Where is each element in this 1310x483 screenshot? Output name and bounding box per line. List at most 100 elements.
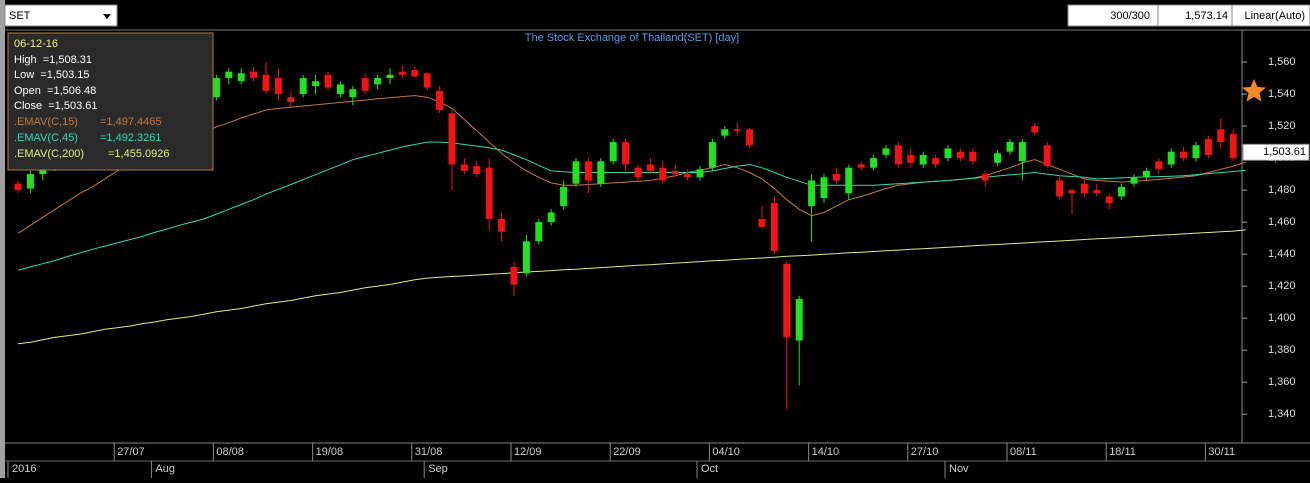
candle-body: [994, 153, 1002, 163]
legend-name: .EMAV(C,45): [14, 132, 78, 144]
month-label: Nov: [949, 463, 969, 475]
candle-body: [1018, 142, 1026, 162]
x-tick-label: 19/08: [316, 446, 344, 458]
x-tick-label: 30/11: [1208, 446, 1235, 458]
candle-body: [733, 129, 741, 131]
candle-body: [39, 167, 47, 175]
candle-body: [1217, 129, 1225, 143]
candle-body: [1155, 161, 1163, 170]
candle-body: [597, 161, 605, 184]
x-tick-label: 22/09: [613, 446, 641, 458]
count: 300/300: [1110, 10, 1150, 22]
candle-body: [746, 129, 754, 146]
month-label: Sep: [428, 463, 448, 475]
y-tick-label: 1,380: [1268, 344, 1296, 356]
info-high: High =1,508.31: [14, 54, 92, 66]
candle-body: [1056, 180, 1064, 197]
candle-body: [684, 174, 692, 178]
ema-line: [17, 95, 1246, 234]
candle-body: [312, 81, 320, 87]
candle-body: [894, 145, 902, 165]
y-tick-label: 1,340: [1268, 408, 1296, 420]
candle-body: [932, 158, 940, 165]
candle-body: [795, 298, 803, 341]
candle-body: [1068, 190, 1076, 194]
dropdown-arrow[interactable]: [103, 14, 111, 19]
candle-body: [944, 148, 952, 159]
y-tick-label: 1,360: [1268, 376, 1296, 388]
candle-body: [324, 74, 332, 88]
candle-body: [919, 154, 927, 165]
candle-body: [237, 73, 245, 82]
info-background: [7, 32, 214, 171]
ema-line: [17, 229, 1246, 345]
symbol-box[interactable]: [4, 4, 118, 27]
info-close: Close =1,503.61: [14, 100, 97, 112]
month-label: Oct: [701, 463, 718, 475]
y-tick-label: 1,400: [1268, 312, 1296, 324]
candle-body: [832, 174, 840, 181]
left-edge: [0, 0, 5, 478]
candle-body: [448, 113, 456, 165]
candle-body: [349, 89, 357, 98]
y-tick-label: 1,560: [1268, 56, 1296, 68]
legend-name: .EMAV(C,15): [14, 116, 78, 128]
legend-name: .EMAV(C,200): [14, 148, 84, 160]
candle-body: [212, 78, 220, 98]
candle-body: [1180, 151, 1188, 159]
candle-body: [1118, 186, 1126, 197]
candle-body: [547, 212, 555, 223]
info-box: 06-12-16 High =1,508.31 Low =1,503.15 Op…: [7, 32, 214, 171]
candle-body: [1167, 151, 1175, 165]
candle-body: [870, 158, 878, 168]
candle-body: [1031, 126, 1039, 133]
candle-body: [560, 186, 568, 207]
x-tick-label: 04/10: [712, 446, 740, 458]
candle-body: [411, 70, 419, 77]
scale-mode: Linear(Auto): [1244, 10, 1305, 22]
candle-body: [1192, 145, 1200, 159]
chart-title: The Stock Exchange of Thailand(SET) [day…: [525, 32, 739, 44]
candle-body: [510, 266, 518, 285]
y-tick-label: 1,440: [1268, 248, 1296, 260]
candle-body: [671, 170, 679, 175]
x-tick-label: 12/09: [514, 446, 542, 458]
candle-body: [622, 142, 630, 165]
candle-body: [423, 73, 431, 88]
candle-body: [956, 151, 964, 159]
candle-body: [361, 78, 369, 91]
candle-body: [659, 167, 667, 181]
ema-line: [17, 141, 1246, 271]
candle-body: [770, 202, 778, 251]
candle-body: [1229, 134, 1237, 159]
candle-body: [857, 164, 865, 168]
candle-body: [473, 166, 481, 175]
legend-value: =1,455.0926: [108, 148, 169, 160]
candle-body: [262, 74, 270, 91]
candle-body: [535, 222, 543, 242]
x-tick-label: 14/10: [812, 446, 840, 458]
candle-body: [1142, 170, 1150, 178]
candle-body: [225, 71, 233, 79]
candle-body: [336, 84, 344, 95]
y-tick-label: 1,460: [1268, 216, 1296, 228]
candle-body: [845, 167, 853, 194]
scale-cell: [1231, 4, 1310, 27]
candle-body: [14, 183, 22, 191]
candle-body: [882, 148, 890, 155]
last-price-label: 1,503.61: [1263, 146, 1306, 158]
candle-body: [1093, 190, 1101, 194]
symbol: SET: [9, 10, 31, 22]
candle-body: [498, 218, 506, 232]
candle-body: [820, 177, 828, 199]
candle-body: [374, 78, 382, 85]
x-tick-label: 27/10: [911, 446, 939, 458]
candle-body: [907, 154, 915, 163]
candle-body: [436, 90, 444, 111]
info-date: 06-12-16: [14, 38, 58, 50]
x-tick-label: 27/07: [117, 446, 145, 458]
alert-star[interactable]: [1242, 79, 1266, 102]
y-tick-label: 1,420: [1268, 280, 1296, 292]
